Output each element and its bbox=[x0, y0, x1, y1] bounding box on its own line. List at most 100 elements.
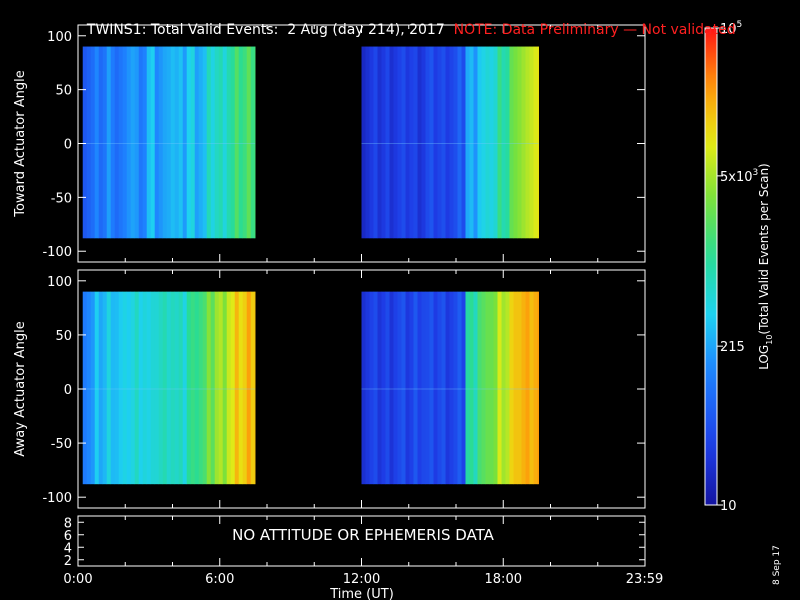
heatmap-column bbox=[98, 291, 104, 485]
heatmap-column bbox=[222, 46, 228, 239]
heatmap-column bbox=[254, 291, 256, 485]
heatmap-column bbox=[158, 291, 164, 485]
heatmap-column bbox=[361, 46, 366, 239]
colorbar-label-rest: (Total Valid Events per Scan) bbox=[757, 163, 771, 334]
heatmap-column bbox=[537, 46, 539, 239]
heatmap-column bbox=[194, 291, 200, 485]
colorbar-tick-exponent: 3 bbox=[753, 168, 759, 178]
heatmap-column bbox=[138, 291, 144, 485]
heatmap-column bbox=[82, 46, 88, 239]
y-axis-label: Away Actuator Angle bbox=[13, 321, 28, 456]
y-tick-label: 50 bbox=[55, 84, 72, 99]
heatmap-column bbox=[198, 291, 204, 485]
heatmap-column bbox=[425, 46, 430, 239]
heatmap-column bbox=[493, 291, 498, 485]
heatmap-column bbox=[441, 46, 446, 239]
y-tick-label: 100 bbox=[47, 275, 72, 290]
heatmap-column bbox=[433, 291, 438, 485]
heatmap-column bbox=[401, 46, 406, 239]
heatmap-column bbox=[373, 46, 378, 239]
heatmap-column bbox=[146, 46, 152, 239]
heatmap-column bbox=[102, 291, 108, 485]
heatmap-column bbox=[242, 46, 248, 239]
heatmap-column bbox=[525, 46, 530, 239]
heatmap-column bbox=[126, 46, 132, 239]
heatmap-column bbox=[218, 46, 224, 239]
colorbar-label: LOG10(Total Valid Events per Scan) bbox=[757, 163, 774, 370]
heatmap-column bbox=[206, 46, 212, 239]
colorbar-tick-label: 105 bbox=[720, 20, 742, 37]
heatmap-column bbox=[489, 291, 494, 485]
heatmap-column bbox=[461, 46, 466, 239]
heatmap-column bbox=[453, 46, 458, 239]
heatmap-column bbox=[246, 291, 252, 485]
y-tick-label: 50 bbox=[55, 329, 72, 344]
heatmap-column bbox=[90, 291, 96, 485]
colorbar-label-sub: 10 bbox=[765, 335, 774, 345]
panel-frame bbox=[77, 24, 646, 263]
colorbar-label-log: LOG bbox=[757, 345, 771, 370]
heatmap-column bbox=[138, 46, 144, 239]
heatmap-column bbox=[389, 291, 394, 485]
y-tick-label: -50 bbox=[51, 437, 72, 452]
y-tick-label: 8 bbox=[64, 516, 72, 531]
heatmap-column bbox=[369, 46, 374, 239]
heatmap-column bbox=[126, 291, 132, 485]
heatmap-column bbox=[174, 291, 180, 485]
heatmap-column bbox=[250, 291, 256, 485]
heatmap-column bbox=[174, 46, 180, 239]
heatmap-column bbox=[114, 291, 120, 485]
panel-away: Away Actuator Angle -100 -50 0 50 100 bbox=[13, 269, 646, 509]
heatmap-column bbox=[118, 46, 124, 239]
heatmap-column bbox=[377, 46, 382, 239]
heatmap-column bbox=[150, 291, 156, 485]
heatmap-column bbox=[417, 46, 422, 239]
heatmap-column bbox=[114, 46, 120, 239]
heatmap-column bbox=[154, 291, 160, 485]
heatmap-column bbox=[210, 46, 216, 239]
heatmap-column bbox=[246, 46, 252, 239]
heatmap-column bbox=[82, 291, 88, 485]
heatmap-column bbox=[377, 291, 382, 485]
heatmap-column bbox=[409, 46, 414, 239]
heatmap-column bbox=[94, 291, 100, 485]
heatmap-column bbox=[461, 291, 466, 485]
heatmap-column bbox=[409, 291, 414, 485]
panel-frame bbox=[77, 515, 646, 567]
x-tick-label: 23:59 bbox=[626, 572, 663, 587]
heatmap-column bbox=[393, 46, 398, 239]
heatmap-column bbox=[465, 46, 470, 239]
heatmap-column bbox=[226, 291, 232, 485]
heatmap-column bbox=[110, 291, 116, 485]
heatmap-column bbox=[469, 46, 474, 239]
heatmap-column bbox=[98, 46, 104, 239]
heatmap-column bbox=[457, 291, 462, 485]
heatmap-column bbox=[186, 291, 192, 485]
heatmap-column bbox=[421, 46, 426, 239]
heatmap-column bbox=[102, 46, 108, 239]
x-tick-label: 0:00 bbox=[63, 572, 92, 587]
heatmap-column bbox=[142, 46, 148, 239]
y-tick-label: -100 bbox=[42, 245, 72, 260]
heatmap-column bbox=[517, 291, 522, 485]
x-tick-label: 12:00 bbox=[343, 572, 380, 587]
y-tick-label: 2 bbox=[64, 554, 72, 569]
heatmap-column bbox=[122, 46, 128, 239]
heatmap-column bbox=[162, 291, 168, 485]
heatmap-column bbox=[513, 46, 518, 239]
heatmap-column bbox=[178, 291, 184, 485]
heatmap-column bbox=[529, 291, 534, 485]
heatmap-column bbox=[166, 46, 172, 239]
heatmap-column bbox=[529, 46, 534, 239]
panel-toward: Toward Actuator Angle -100 -50 0 50 100 bbox=[13, 24, 646, 263]
heatmap-column bbox=[493, 46, 498, 239]
heatmap-column bbox=[429, 291, 434, 485]
heatmap-column bbox=[234, 46, 240, 239]
heatmap-column bbox=[509, 46, 514, 239]
heatmap-column bbox=[122, 291, 128, 485]
heatmap-column bbox=[142, 291, 148, 485]
heatmap-column bbox=[365, 46, 370, 239]
heatmap-column bbox=[242, 291, 248, 485]
heatmap-column bbox=[194, 46, 200, 239]
